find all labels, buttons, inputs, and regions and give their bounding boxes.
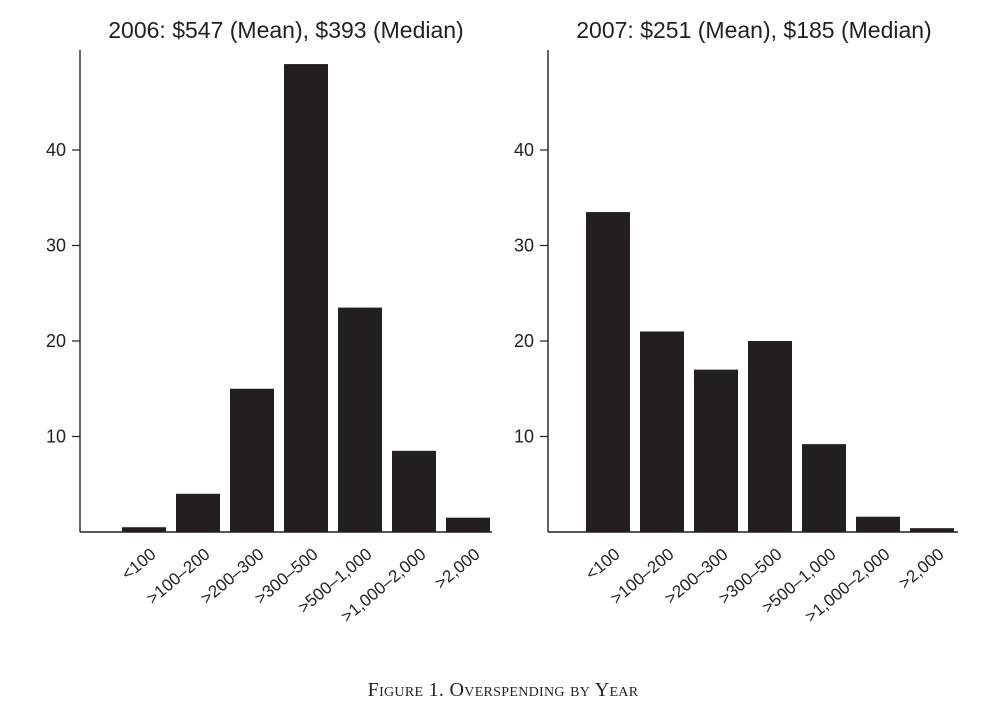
bar-lt-100 <box>586 212 630 532</box>
bar-gt-200-300 <box>694 369 738 532</box>
y-tick-label-40: 40 <box>46 140 66 160</box>
chart-title-2007: 2007: $251 (Mean), $185 (Median) <box>576 17 931 43</box>
bar-gt-2-000 <box>446 517 490 532</box>
bar-gt-1-000-2-000 <box>856 516 900 532</box>
bar-gt-100-200 <box>640 331 684 532</box>
y-tick-label-40: 40 <box>514 140 534 160</box>
bar-gt-100-200 <box>176 493 220 532</box>
chart-2006: 2006: $547 (Mean), $393 (Median) 10 20 30 4… <box>46 17 492 626</box>
chart-title-2006: 2006: $547 (Mean), $393 (Median) <box>108 17 463 43</box>
bar-gt-500-1-000 <box>802 444 846 532</box>
bar-gt-2-000 <box>910 528 954 532</box>
x-tick-label: <100 <box>118 545 160 584</box>
bar-lt-100 <box>122 527 166 532</box>
figure-caption: Figure 1. Overspending by Year <box>367 679 639 701</box>
y-tick-label-30: 30 <box>46 236 66 256</box>
bar-gt-500-1-000 <box>338 307 382 532</box>
bar-gt-200-300 <box>230 388 274 532</box>
chart-2007: 2007: $251 (Mean), $185 (Median) 10 20 30 4… <box>514 17 958 626</box>
bar-gt-300-500 <box>284 64 328 533</box>
overspending-figure: 2006: $547 (Mean), $393 (Median) 10 20 30 4… <box>46 17 958 626</box>
y-tick-label-10: 10 <box>46 427 66 447</box>
y-tick-label-20: 20 <box>514 331 534 351</box>
x-tick-label: >2,000 <box>895 545 947 593</box>
x-tick-label: <100 <box>582 545 624 584</box>
y-tick-label-10: 10 <box>514 427 534 447</box>
x-tick-label: >2,000 <box>431 545 483 593</box>
bar-gt-300-500 <box>748 341 792 532</box>
y-tick-label-30: 30 <box>514 236 534 256</box>
y-tick-label-20: 20 <box>46 331 66 351</box>
bar-gt-1-000-2-000 <box>392 450 436 532</box>
